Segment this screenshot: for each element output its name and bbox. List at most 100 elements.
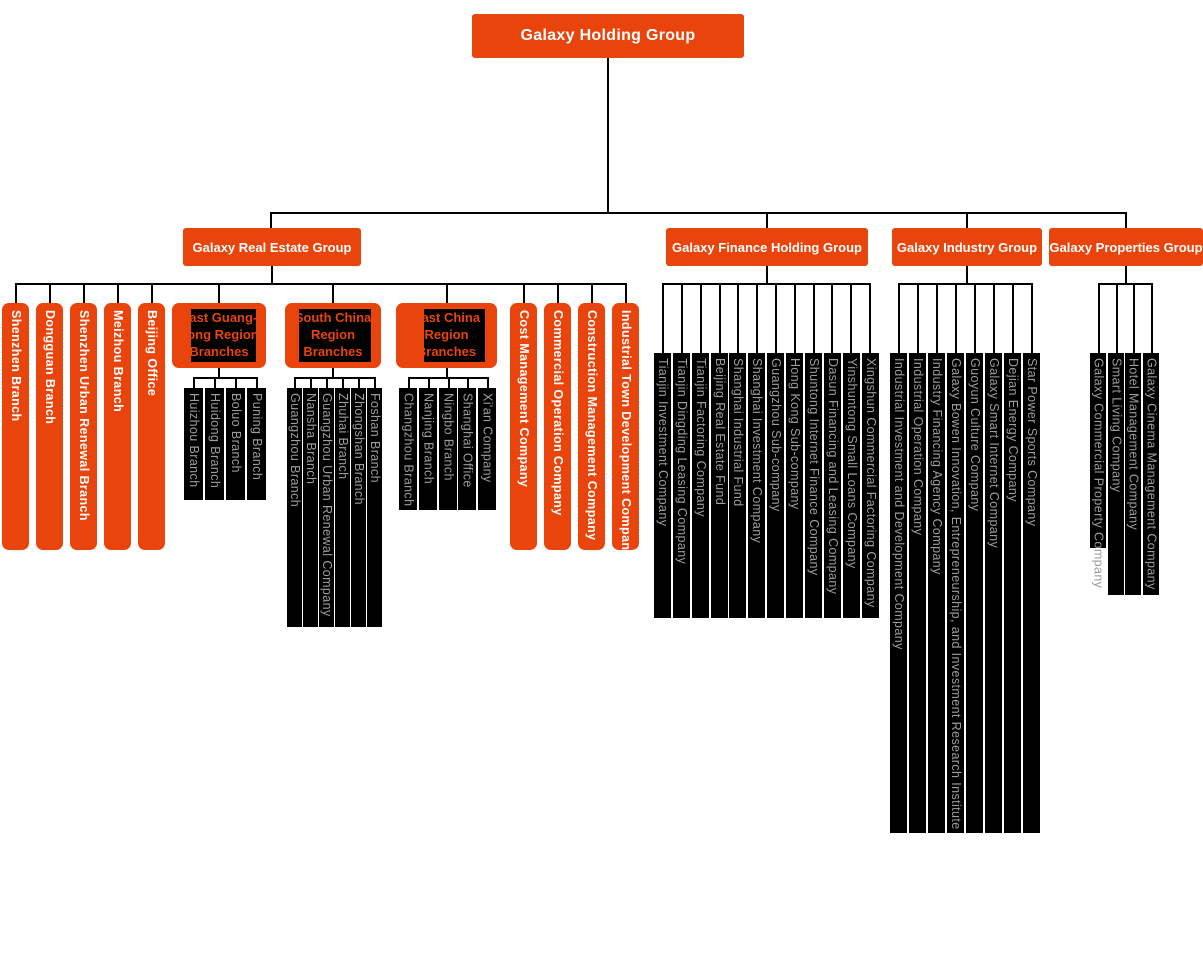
- node-star-power-sports-company: Star Power Sports Company: [1023, 353, 1040, 833]
- node-huizhou-branch: Huizhou Branch: [184, 388, 203, 500]
- node-nanjing-branch: Nanjing Branch: [419, 388, 437, 510]
- node-commercial-operation-company: Commercial Operation Company: [544, 303, 571, 550]
- node-xingshun-commercial-factoring-company: Xingshun Commercial Factoring Company: [862, 353, 879, 618]
- connector-tick: [448, 377, 450, 388]
- group-properties: Galaxy Properties Group: [1049, 228, 1203, 266]
- connector-tick: [151, 283, 153, 303]
- node-industrial-town-development-company: Industrial Town Development Company: [612, 303, 639, 558]
- node-shanghai-industrial-fund: Shanghai Industrial Fund: [729, 353, 746, 618]
- node-shuntong-internet-finance-company: Shuntong Internet Finance Company: [805, 353, 822, 618]
- node-industrial-investment-and-development-company: Industrial Investment and Development Co…: [890, 353, 907, 833]
- connector-tick: [1151, 283, 1153, 353]
- connector-tick: [775, 283, 777, 353]
- connector-tick: [1098, 283, 1100, 353]
- connector-tick: [487, 377, 489, 388]
- connector-drop: [766, 266, 768, 283]
- connector-tick: [117, 283, 119, 303]
- node-shenzhen-branch: Shenzhen Branch: [2, 303, 29, 550]
- connector-tick: [591, 283, 593, 303]
- connector-tick: [49, 283, 51, 303]
- connector-tick: [446, 283, 448, 303]
- connector-tick: [756, 283, 758, 353]
- connector-tick: [993, 283, 995, 353]
- connector-tick: [83, 283, 85, 303]
- connector-tick: [358, 377, 360, 388]
- node-boluo-branch: Boluo Branch: [226, 388, 245, 500]
- connector-tick: [813, 283, 815, 353]
- connector-drop: [1125, 266, 1127, 283]
- connector-bus: [898, 283, 1032, 285]
- node-galaxy-cinema-management-company: Galaxy Cinema Management Company: [1143, 353, 1159, 595]
- connector-tick: [1116, 283, 1118, 353]
- region-label-line: Branches: [424, 343, 477, 359]
- region-label-line: East China: [424, 310, 481, 326]
- connector-drop: [766, 212, 768, 228]
- connector-tick: [310, 377, 312, 388]
- connector-tick: [374, 377, 376, 388]
- connector-tick: [326, 377, 328, 388]
- node-industry-financing-agency-company: Industry Financing Agency Company: [928, 353, 945, 833]
- node-dongguan-branch: Dongguan Branch: [36, 303, 63, 550]
- connector-tick: [557, 283, 559, 303]
- connector-tick: [831, 283, 833, 353]
- node-foshan-branch: Foshan Branch: [367, 388, 382, 627]
- node-east-china-region-branches: East China Region Branches: [396, 303, 497, 368]
- node-tianjin-factoring-company: Tianjin Factoring Company: [692, 353, 709, 618]
- connector-tick: [898, 283, 900, 353]
- node-xian-company: Xi'an Company: [478, 388, 496, 510]
- node-nansha-branch: Nansha Branch: [303, 388, 318, 627]
- connector-drop: [966, 266, 968, 283]
- connector-tick: [342, 377, 344, 388]
- group-properties-label: Galaxy Properties Group: [1049, 239, 1203, 255]
- node-huidong-branch: Huidong Branch: [205, 388, 224, 500]
- connector-tick: [235, 377, 237, 388]
- connector-bus: [193, 377, 257, 379]
- connector-tick: [737, 283, 739, 353]
- node-shenzhen-urban-renewal-branch: Shenzhen Urban Renewal Branch: [70, 303, 97, 550]
- node-industrial-operation-company: Industrial Operation Company: [909, 353, 926, 833]
- node-yinshuntong-small-loans-company: Yinshuntong Small Loans Company: [843, 353, 860, 618]
- connector-tick: [332, 283, 334, 303]
- connector-drop: [1125, 212, 1127, 228]
- node-changzhou-branch: Changzhou Branch: [399, 388, 417, 510]
- node-guangzhou-branch: Guangzhou Branch: [287, 388, 302, 627]
- connector-tick: [1133, 283, 1135, 353]
- connector-main-bus: [270, 212, 1126, 214]
- connector-drop: [966, 212, 968, 228]
- region-label-line: South China: [299, 310, 371, 326]
- root-node: Galaxy Holding Group: [472, 14, 744, 58]
- group-industry-label: Galaxy Industry Group: [896, 239, 1038, 255]
- connector-tick: [523, 283, 525, 303]
- connector-tick: [662, 283, 664, 353]
- connector-tick: [936, 283, 938, 353]
- connector-drop: [218, 368, 220, 377]
- node-beijing-real-estate-fund: Beijing Real Estate Fund: [711, 353, 728, 618]
- connector-bus: [294, 377, 375, 379]
- connector-tick: [218, 283, 220, 303]
- node-guangzhou-urban-renewal-company: Guangzhou Urban Renewal Company: [319, 388, 334, 627]
- connector-tick: [408, 377, 410, 388]
- connector-tick: [1031, 283, 1033, 353]
- node-puning-branch: Puning Branch: [247, 388, 266, 500]
- node-galaxy-commercial-property-company: Galaxy Commercial Property Company: [1090, 353, 1106, 588]
- connector-tick: [214, 377, 216, 388]
- region-label-line: dong Region: [191, 327, 256, 343]
- region-label-line: Branches: [191, 343, 249, 359]
- node-shanghai-office: Shanghai Office: [458, 388, 476, 510]
- connector-trunk: [607, 58, 609, 212]
- group-finance: Galaxy Finance Holding Group: [666, 228, 868, 266]
- node-guangzhou-sub-company: Guangzhou Sub-company: [767, 353, 784, 618]
- region-label-line: Region: [310, 327, 356, 343]
- connector-tick: [193, 377, 195, 388]
- group-real-estate: Galaxy Real Estate Group: [183, 228, 361, 266]
- node-tianjin-investment-company: Tianjin Investment Company: [654, 353, 671, 618]
- node-galaxy-bowen-research-institute: Galaxy Bowen Innovation, Entrepreneurshi…: [947, 353, 964, 833]
- connector-tick: [1012, 283, 1014, 353]
- connector-tick: [428, 377, 430, 388]
- connector-drop: [446, 368, 448, 377]
- connector-tick: [467, 377, 469, 388]
- node-tianjin-dingding-leasing-company: Tianjin Dingding Leasing Company: [673, 353, 690, 618]
- connector-bus: [15, 283, 626, 285]
- connector-drop: [332, 368, 334, 377]
